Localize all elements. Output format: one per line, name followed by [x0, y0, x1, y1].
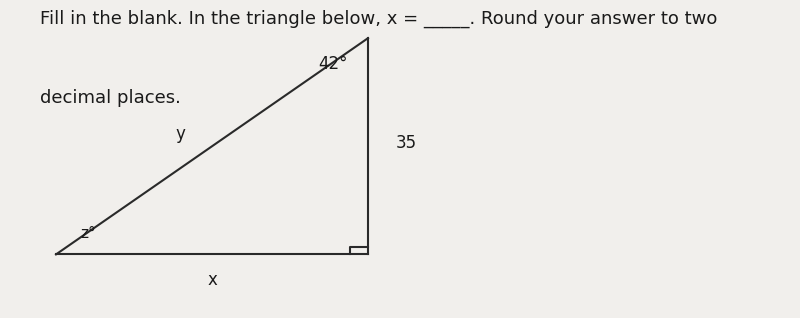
Text: 35: 35 [396, 134, 417, 152]
Text: x: x [207, 271, 217, 289]
Text: Fill in the blank. In the triangle below, x = _____. Round your answer to two: Fill in the blank. In the triangle below… [40, 10, 718, 28]
Text: y: y [175, 125, 185, 142]
Text: 42°: 42° [318, 55, 348, 73]
Text: decimal places.: decimal places. [40, 89, 181, 107]
Text: z°: z° [80, 226, 96, 241]
